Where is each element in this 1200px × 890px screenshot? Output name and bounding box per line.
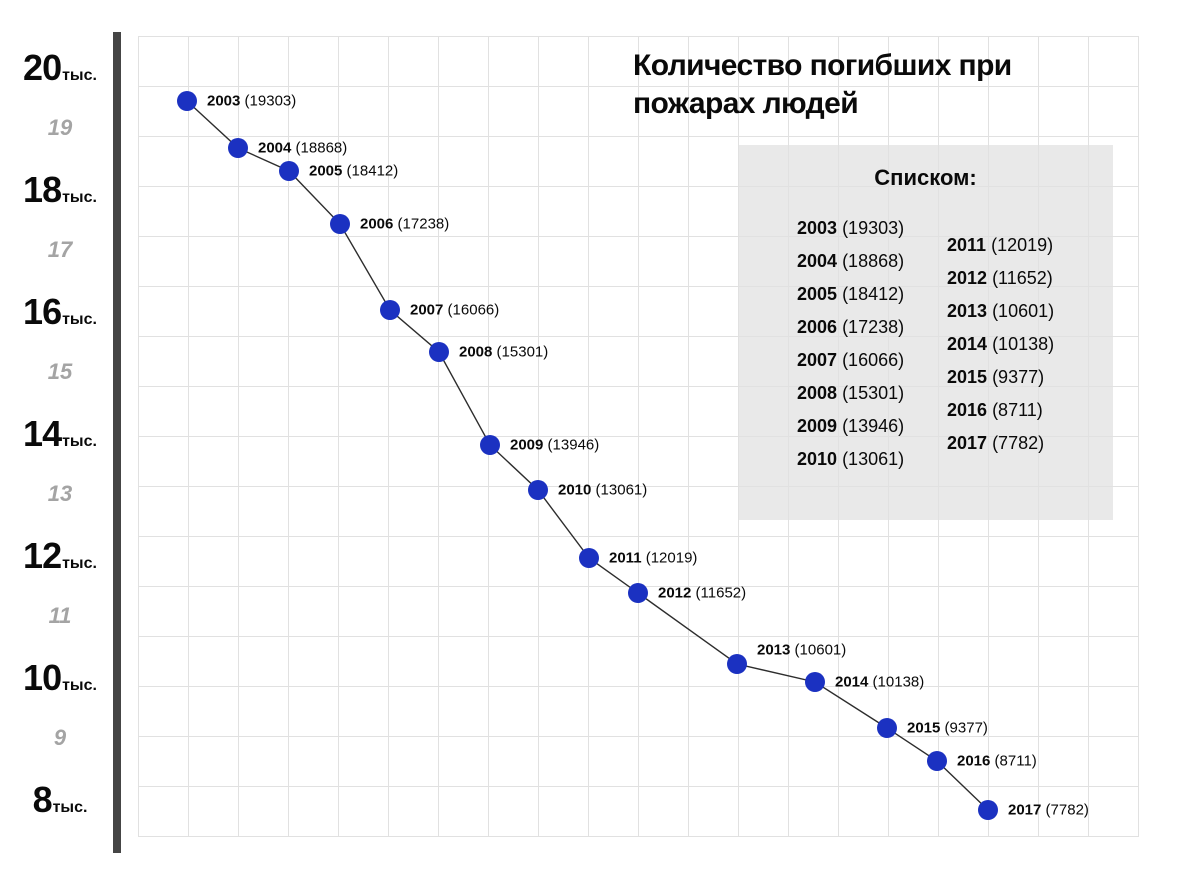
data-point-2017	[978, 800, 998, 820]
list-item-2010: 2010 (13061)	[797, 443, 904, 476]
data-point-2004	[228, 138, 248, 158]
list-item-value: (15301)	[842, 383, 905, 403]
list-item-year: 2014	[947, 334, 988, 354]
list-panel-heading: Списком:	[874, 165, 977, 190]
data-point-2016	[927, 751, 947, 771]
data-point-2015	[877, 718, 897, 738]
list-column-left: 2003 (19303) 2004 (18868) 2005 (18412) 2006…	[797, 212, 904, 476]
data-point-2003	[177, 91, 197, 111]
list-item-year: 2004	[797, 251, 838, 271]
list-item-2013: 2013 (10601)	[947, 295, 1054, 328]
list-item-year: 2009	[797, 416, 838, 436]
list-item-year: 2005	[797, 284, 838, 304]
list-item-year: 2007	[797, 350, 838, 370]
list-item-year: 2003	[797, 218, 838, 238]
data-point-2009	[480, 435, 500, 455]
list-item-year: 2006	[797, 317, 838, 337]
list-item-2007: 2007 (16066)	[797, 344, 904, 377]
list-item-value: (12019)	[991, 235, 1054, 255]
data-point-2005	[279, 161, 299, 181]
y-axis-bar	[113, 32, 121, 853]
list-item-2008: 2008 (15301)	[797, 377, 904, 410]
list-item-2017: 2017 (7782)	[947, 427, 1054, 460]
list-item-year: 2008	[797, 383, 838, 403]
list-item-value: (17238)	[842, 317, 905, 337]
list-item-value: (8711)	[992, 400, 1043, 420]
list-item-value: (13946)	[842, 416, 905, 436]
data-point-2008	[429, 342, 449, 362]
data-point-2014	[805, 672, 825, 692]
data-point-2012	[628, 583, 648, 603]
list-item-2003: 2003 (19303)	[797, 212, 904, 245]
list-item-2016: 2016 (8711)	[947, 394, 1054, 427]
list-item-value: (10138)	[992, 334, 1055, 354]
list-item-2004: 2004 (18868)	[797, 245, 904, 278]
list-item-2012: 2012 (11652)	[947, 262, 1054, 295]
list-item-year: 2015	[947, 367, 988, 387]
list-item-value: (11652)	[992, 268, 1053, 288]
data-point-2011	[579, 548, 599, 568]
list-item-year: 2016	[947, 400, 988, 420]
list-item-value: (19303)	[842, 218, 905, 238]
list-item-value: (10601)	[992, 301, 1055, 321]
list-item-year: 2012	[947, 268, 988, 288]
grid-background	[138, 36, 1139, 837]
list-item-2005: 2005 (18412)	[797, 278, 904, 311]
chart-title: Количество погибших при пожарах людей	[633, 49, 1012, 121]
list-item-year: 2011	[947, 235, 987, 255]
list-item-2014: 2014 (10138)	[947, 328, 1054, 361]
list-item-year: 2017	[947, 433, 988, 453]
list-item-value: (7782)	[992, 433, 1045, 453]
list-item-value: (13061)	[842, 449, 905, 469]
list-item-2006: 2006 (17238)	[797, 311, 904, 344]
list-item-year: 2010	[797, 449, 838, 469]
list-panel: Списком: 2003 (19303) 2004 (18868) 2005 (1…	[738, 145, 1113, 520]
data-point-2013	[727, 654, 747, 674]
list-item-2011: 2011 (12019)	[947, 229, 1054, 262]
list-item-value: (16066)	[842, 350, 905, 370]
list-item-2009: 2009 (13946)	[797, 410, 904, 443]
list-item-value: (18412)	[842, 284, 905, 304]
list-item-value: (9377)	[992, 367, 1045, 387]
data-point-2007	[380, 300, 400, 320]
list-item-year: 2013	[947, 301, 988, 321]
list-item-2015: 2015 (9377)	[947, 361, 1054, 394]
data-point-2006	[330, 214, 350, 234]
data-point-2010	[528, 480, 548, 500]
list-column-right: 2011 (12019) 2012 (11652) 2013 (10601) 2014…	[947, 229, 1054, 460]
list-item-value: (18868)	[842, 251, 905, 271]
